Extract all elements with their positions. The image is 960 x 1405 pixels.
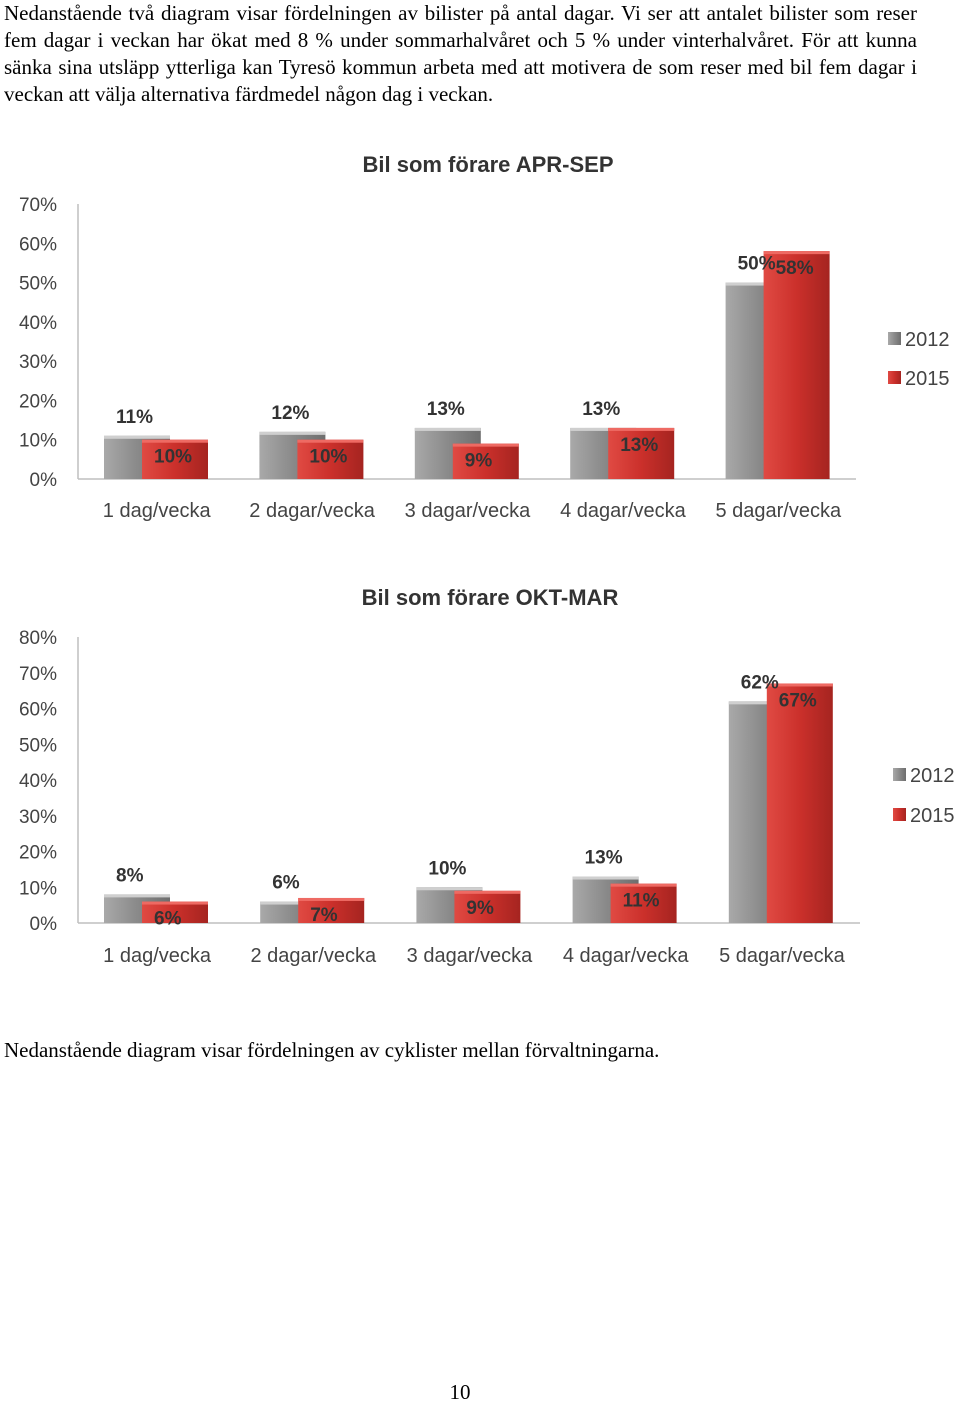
data-label-2015: 6%: [154, 909, 182, 930]
y-tick-label: 30%: [19, 352, 57, 373]
y-tick-label: 30%: [19, 807, 57, 828]
bar-2015: [298, 897, 365, 923]
legend-label-2012: 2012: [910, 765, 955, 787]
bar-2012-top: [572, 876, 639, 880]
legend-swatch-2015: [888, 371, 901, 384]
y-tick-label: 0%: [30, 470, 58, 491]
page-number: 10: [449, 1380, 471, 1404]
data-label-2015: 67%: [779, 690, 817, 711]
intro-paragraph: Nedanstående två diagram visar fördelnin…: [4, 1, 917, 106]
x-category-label: 4 dagar/vecka: [563, 945, 690, 967]
data-label-2015: 9%: [466, 898, 494, 919]
y-tick-label: 50%: [19, 735, 57, 756]
chart-title: Bil som förare APR-SEP: [362, 152, 613, 177]
legend-label-2012: 2012: [905, 329, 950, 351]
data-label-2015: 7%: [310, 905, 338, 926]
bar-2015-top: [608, 427, 675, 431]
bar-2015-top: [452, 443, 519, 447]
bar-2012-top: [260, 901, 327, 905]
legend-swatch-2015: [893, 808, 906, 821]
bar-2015-top: [297, 439, 364, 443]
cyclist-paragraph: Nedanstående diagram visar fördelningen …: [4, 1038, 660, 1062]
x-category-label: 5 dagar/vecka: [719, 945, 846, 967]
bar-2012-top: [416, 887, 483, 891]
y-tick-label: 70%: [19, 195, 57, 216]
data-label-2012: 8%: [116, 865, 144, 886]
chart-title: Bil som förare OKT-MAR: [362, 585, 619, 610]
x-category-label: 3 dagar/vecka: [407, 945, 534, 967]
bar-2015: [766, 683, 833, 923]
bar-2015-top: [298, 897, 365, 901]
chart-apr-sep-svg: Bil som förare APR-SEP 0% 10% 20% 30% 40% 50% 6…: [19, 152, 950, 522]
legend-label-2015: 2015: [905, 368, 950, 390]
y-tick-label: 70%: [19, 664, 57, 685]
data-label-2012: 50%: [738, 254, 776, 275]
data-label-2012: 13%: [585, 848, 623, 869]
chart-okt-mar-svg: Bil som förare OKT-MAR 0% 10% 20% 30% 40% 50% 6…: [19, 585, 955, 967]
x-category-label: 3 dagar/vecka: [405, 500, 532, 522]
y-tick-label: 50%: [19, 274, 57, 295]
x-category-label: 1 dag/vecka: [103, 945, 212, 967]
y-tick-label: 40%: [19, 771, 57, 792]
bar-2015: [297, 439, 364, 479]
bar-2012-top: [104, 435, 170, 439]
bar-2015: [452, 443, 519, 479]
bar-2015-top: [766, 683, 833, 687]
data-label-2015: 9%: [465, 451, 493, 472]
data-label-2012: 13%: [427, 399, 465, 420]
bar-2012-top: [104, 894, 170, 898]
legend-label-2015: 2015: [910, 805, 955, 827]
legend-swatch-2012: [893, 768, 906, 781]
y-tick-label: 10%: [19, 878, 57, 899]
y-tick-label: 80%: [19, 628, 57, 649]
bar-2015: [608, 427, 675, 479]
x-category-label: 4 dagar/vecka: [560, 500, 687, 522]
bar-2015: [610, 883, 677, 923]
bar-2015: [142, 439, 208, 479]
y-tick-label: 40%: [19, 313, 57, 334]
bar-2012-top: [728, 701, 795, 705]
y-tick-label: 0%: [30, 914, 58, 935]
bar-2012-top: [414, 427, 481, 431]
y-tick-label: 10%: [19, 431, 57, 452]
data-label-2015: 11%: [623, 891, 660, 912]
data-label-2012: 10%: [428, 858, 466, 879]
y-tick-label: 60%: [19, 700, 57, 721]
bar-2015-top: [454, 890, 521, 894]
data-label-2012: 13%: [582, 399, 620, 420]
bar-2012-top: [570, 427, 637, 431]
data-label-2015: 10%: [309, 447, 347, 468]
bar-2015-top: [142, 901, 208, 905]
bar-2015-top: [763, 251, 830, 255]
y-tick-label: 20%: [19, 391, 57, 412]
y-tick-label: 60%: [19, 234, 57, 255]
x-category-label: 2 dagar/vecka: [249, 500, 376, 522]
x-category-label: 1 dag/vecka: [103, 500, 212, 522]
legend-swatch-2012: [888, 332, 901, 345]
bar-2012-top: [725, 282, 792, 286]
data-label-2015: 58%: [776, 258, 814, 279]
bar-2015: [454, 890, 521, 923]
bar-2015-top: [610, 883, 677, 887]
data-label-2012: 62%: [741, 672, 779, 693]
bar-2015-top: [142, 439, 208, 443]
bar-2015: [142, 901, 208, 923]
data-label-2012: 6%: [272, 873, 300, 894]
x-category-label: 2 dagar/vecka: [250, 945, 377, 967]
data-label-2012: 12%: [271, 403, 309, 424]
chart-okt-mar: Bil som förare OKT-MAR 0% 10% 20% 30% 40% 50% 6…: [0, 575, 960, 975]
data-label-2015: 13%: [620, 435, 658, 456]
data-label-2012: 11%: [116, 407, 153, 428]
data-label-2015: 10%: [154, 447, 192, 468]
bar-2015: [763, 251, 830, 479]
y-tick-label: 20%: [19, 843, 57, 864]
bar-2012-top: [259, 431, 326, 435]
x-category-label: 5 dagar/vecka: [715, 500, 842, 522]
chart-apr-sep: Bil som förare APR-SEP 0% 10% 20% 30% 40% 50% 6…: [0, 140, 960, 530]
